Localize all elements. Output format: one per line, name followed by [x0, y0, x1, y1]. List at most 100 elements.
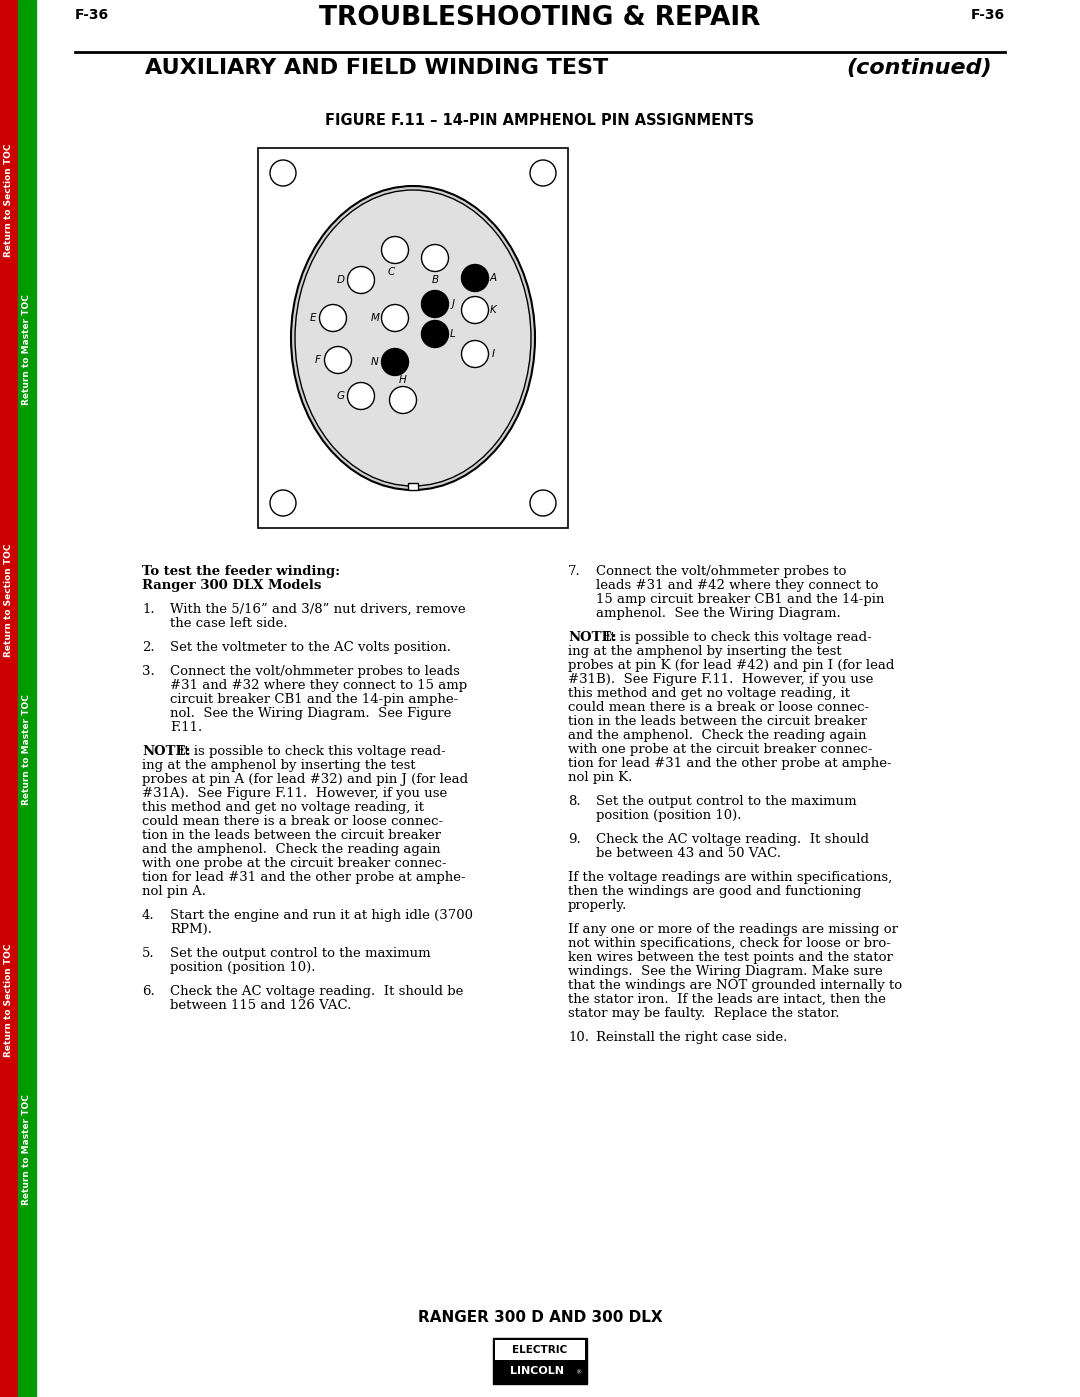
Text: NOTE:: NOTE: [141, 745, 190, 759]
Text: not within specifications, check for loose or bro-: not within specifications, check for loo… [568, 937, 891, 950]
Circle shape [530, 161, 556, 186]
Circle shape [390, 387, 417, 414]
Text: Connect the volt/ohmmeter probes to: Connect the volt/ohmmeter probes to [596, 564, 847, 578]
Text: Start the engine and run it at high idle (3700: Start the engine and run it at high idle… [170, 909, 473, 922]
Text: could mean there is a break or loose connec-: could mean there is a break or loose con… [141, 814, 443, 828]
Text: If the voltage readings are within specifications,: If the voltage readings are within speci… [568, 870, 892, 884]
Text: 10.: 10. [568, 1031, 589, 1044]
Text: Return to Master TOC: Return to Master TOC [23, 295, 31, 405]
Circle shape [270, 490, 296, 515]
Text: LINCOLN: LINCOLN [510, 1366, 564, 1376]
Text: NOTE:: NOTE: [568, 631, 617, 644]
Text: #31B).  See Figure F.11.  However, if you use: #31B). See Figure F.11. However, if you … [568, 673, 874, 686]
Circle shape [461, 264, 488, 292]
Text: stator may be faulty.  Replace the stator.: stator may be faulty. Replace the stator… [568, 1007, 839, 1020]
Text: FIGURE F.11 – 14-PIN AMPHENOL PIN ASSIGNMENTS: FIGURE F.11 – 14-PIN AMPHENOL PIN ASSIGN… [325, 113, 755, 129]
Bar [408, 482, 418, 489]
Circle shape [348, 383, 375, 409]
Text: F: F [315, 355, 321, 365]
Text: that the windings are NOT grounded internally to: that the windings are NOT grounded inter… [568, 979, 902, 992]
Text: #31A).  See Figure F.11.  However, if you use: #31A). See Figure F.11. However, if you … [141, 787, 447, 800]
Text: this method and get no voltage reading, it: this method and get no voltage reading, … [141, 800, 424, 814]
Text: A: A [489, 272, 497, 284]
Text: tion for lead #31 and the other probe at amphe-: tion for lead #31 and the other probe at… [141, 870, 465, 884]
Circle shape [381, 305, 408, 331]
Text: the stator iron.  If the leads are intact, then the: the stator iron. If the leads are intact… [568, 993, 886, 1006]
Text: #31 and #32 where they connect to 15 amp: #31 and #32 where they connect to 15 amp [170, 679, 468, 692]
Text: 3.: 3. [141, 665, 154, 678]
Text: B: B [431, 275, 438, 285]
Text: M: M [370, 313, 379, 323]
Circle shape [348, 267, 375, 293]
Text: Set the voltmeter to the AC volts position.: Set the voltmeter to the AC volts positi… [170, 641, 451, 654]
Text: C: C [388, 267, 394, 277]
Text: circuit breaker CB1 and the 14-pin amphe-: circuit breaker CB1 and the 14-pin amphe… [170, 693, 458, 705]
Text: RPM).: RPM). [170, 923, 212, 936]
Text: Return to Master TOC: Return to Master TOC [23, 694, 31, 806]
Text: amphenol.  See the Wiring Diagram.: amphenol. See the Wiring Diagram. [596, 608, 840, 620]
Text: with one probe at the circuit breaker connec-: with one probe at the circuit breaker co… [141, 856, 446, 870]
Text: position (position 10).: position (position 10). [170, 961, 315, 974]
Text: F.11.: F.11. [170, 721, 202, 733]
Text: (continued): (continued) [846, 59, 991, 78]
Text: If any one or more of the readings are missing or: If any one or more of the readings are m… [568, 923, 897, 936]
Text: 6.: 6. [141, 985, 154, 997]
Circle shape [421, 244, 448, 271]
Text: properly.: properly. [568, 900, 627, 912]
Bar [495, 1340, 585, 1361]
Bar [18, 0, 36, 1397]
Text: 2.: 2. [141, 641, 154, 654]
Circle shape [381, 348, 408, 376]
Bar [492, 1338, 588, 1384]
Text: 15 amp circuit breaker CB1 and the 14-pin: 15 amp circuit breaker CB1 and the 14-pi… [596, 592, 885, 606]
Text: nol pin K.: nol pin K. [568, 771, 633, 784]
Text: nol pin A.: nol pin A. [141, 886, 206, 898]
Text: and the amphenol.  Check the reading again: and the amphenol. Check the reading agai… [568, 729, 866, 742]
Text: the case left side.: the case left side. [170, 617, 287, 630]
Text: K: K [489, 305, 497, 314]
Text: RANGER 300 D AND 300 DLX: RANGER 300 D AND 300 DLX [418, 1310, 662, 1324]
Text: with one probe at the circuit breaker connec-: with one probe at the circuit breaker co… [568, 743, 873, 756]
Text: J: J [451, 299, 455, 309]
Text: this method and get no voltage reading, it: this method and get no voltage reading, … [568, 687, 850, 700]
Text: 4.: 4. [141, 909, 154, 922]
Text: leads #31 and #42 where they connect to: leads #31 and #42 where they connect to [596, 578, 878, 592]
Text: I: I [491, 349, 495, 359]
Text: probes at pin K (for lead #42) and pin I (for lead: probes at pin K (for lead #42) and pin I… [568, 659, 894, 672]
Circle shape [270, 161, 296, 186]
Circle shape [421, 291, 448, 317]
Text: ken wires between the test points and the stator: ken wires between the test points and th… [568, 951, 893, 964]
Text: AUXILIARY AND FIELD WINDING TEST: AUXILIARY AND FIELD WINDING TEST [145, 59, 616, 78]
Bar [495, 1361, 585, 1382]
Text: position (position 10).: position (position 10). [596, 809, 742, 821]
Circle shape [461, 341, 488, 367]
Text: 7.: 7. [568, 564, 581, 578]
Text: tion in the leads between the circuit breaker: tion in the leads between the circuit br… [141, 828, 441, 842]
Bar [0, 0, 18, 1397]
Text: 5.: 5. [141, 947, 154, 960]
Circle shape [324, 346, 351, 373]
Text: Ranger 300 DLX Models: Ranger 300 DLX Models [141, 578, 322, 592]
Text: Return to Section TOC: Return to Section TOC [4, 144, 14, 257]
Text: be between 43 and 50 VAC.: be between 43 and 50 VAC. [596, 847, 781, 861]
Text: ing at the amphenol by inserting the test: ing at the amphenol by inserting the tes… [141, 759, 416, 773]
Ellipse shape [295, 190, 531, 486]
Text: probes at pin A (for lead #32) and pin J (for lead: probes at pin A (for lead #32) and pin J… [141, 773, 468, 787]
Text: D: D [337, 275, 345, 285]
Text: tion in the leads between the circuit breaker: tion in the leads between the circuit br… [568, 715, 867, 728]
Text: and the amphenol.  Check the reading again: and the amphenol. Check the reading agai… [141, 842, 441, 856]
Text: L: L [450, 330, 456, 339]
Text: Set the output control to the maximum: Set the output control to the maximum [170, 947, 431, 960]
Text: tion for lead #31 and the other probe at amphe-: tion for lead #31 and the other probe at… [568, 757, 892, 770]
Circle shape [421, 320, 448, 348]
Text: ing at the amphenol by inserting the test: ing at the amphenol by inserting the tes… [568, 645, 841, 658]
Text: Return to Section TOC: Return to Section TOC [4, 543, 14, 657]
Text: G: G [337, 391, 345, 401]
Text: N: N [372, 358, 379, 367]
Circle shape [381, 236, 408, 264]
Circle shape [461, 296, 488, 324]
Text: It is possible to check this voltage read-: It is possible to check this voltage rea… [605, 631, 872, 644]
Circle shape [530, 490, 556, 515]
Text: It is possible to check this voltage read-: It is possible to check this voltage rea… [179, 745, 446, 759]
Text: F-36: F-36 [971, 8, 1005, 22]
